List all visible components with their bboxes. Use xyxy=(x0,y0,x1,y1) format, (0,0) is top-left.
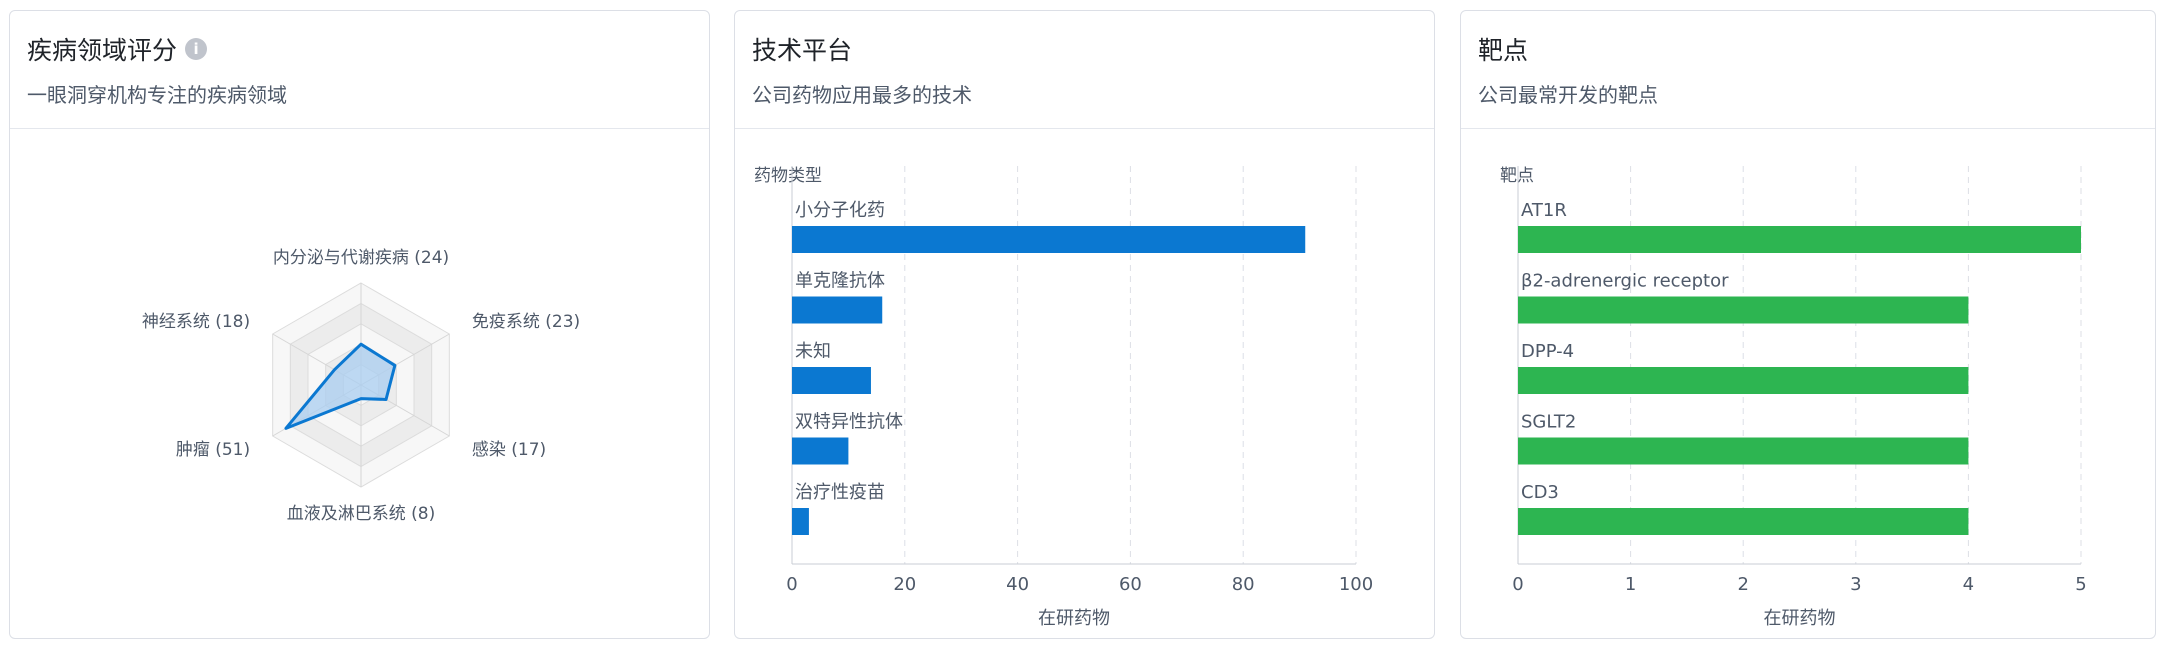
category-label: 治疗性疫苗 xyxy=(795,482,885,503)
category-label: 未知 xyxy=(795,341,831,362)
category-label: DPP-4 xyxy=(1521,341,1574,362)
info-icon[interactable]: i xyxy=(185,38,208,60)
x-axis-title: 在研药物 xyxy=(1038,608,1110,629)
x-tick-label: 40 xyxy=(1006,574,1029,595)
x-tick-label: 1 xyxy=(1625,574,1636,595)
card-subtitle: 一眼洞穿机构专注的疾病领域 xyxy=(27,83,287,107)
x-tick-label: 3 xyxy=(1850,574,1861,595)
category-label: β2-adrenergic receptor xyxy=(1521,271,1729,292)
category-label: CD3 xyxy=(1521,482,1559,503)
category-label: 单克隆抗体 xyxy=(795,271,885,292)
radar-axis-label: 肿瘤 (51) xyxy=(176,440,250,460)
x-tick-label: 80 xyxy=(1232,574,1255,595)
bar xyxy=(1518,508,1969,535)
x-axis-title: 在研药物 xyxy=(1764,608,1836,629)
radar-axis-label: 血液及淋巴系统 (8) xyxy=(287,504,435,524)
y-axis-title: 靶点 xyxy=(1500,166,1534,186)
radar-chart: 内分泌与代谢疾病 (24) 免疫系统 (23) 感染 (17) 血液及淋巴系统 (8)… xyxy=(142,248,580,524)
x-tick-label: 4 xyxy=(1963,574,1974,595)
bar xyxy=(792,508,809,535)
x-tick-label: 2 xyxy=(1737,574,1748,595)
tech-platform-card: 技术平台 公司药物应用最多的技术 药物类型 0 20 40 60 80 100 小分子化药单克… xyxy=(734,10,1435,639)
disease-area-card: 疾病领域评分 i 一眼洞穿机构专注的疾病领域 内分泌与代谢疾病 (24) 免疫系统… xyxy=(9,10,710,639)
category-label: 小分子化药 xyxy=(795,200,885,221)
target-bar-chart: 靶点 0 1 2 3 4 5 AT1R β2-adrenergic receptor DPP-4 S… xyxy=(1500,166,2087,629)
bar xyxy=(792,437,849,465)
x-tick-label: 100 xyxy=(1339,574,1373,595)
bar xyxy=(1518,226,2081,253)
x-tick-label: 20 xyxy=(893,574,916,595)
radar-axis-label: 免疫系统 (23) xyxy=(472,312,580,332)
card-header: 靶点 公司最常开发的靶点 xyxy=(1461,11,2155,129)
category-label: 双特异性抗体 xyxy=(795,412,903,433)
y-axis-title: 药物类型 xyxy=(754,166,822,186)
bar xyxy=(1518,296,1969,324)
bar xyxy=(792,296,883,324)
x-tick-label: 60 xyxy=(1119,574,1142,595)
bar xyxy=(1518,437,1969,465)
radar-axis-label: 内分泌与代谢疾病 (24) xyxy=(273,248,449,268)
bar xyxy=(1518,367,1969,394)
card-header: 疾病领域评分 i 一眼洞穿机构专注的疾病领域 xyxy=(10,11,709,129)
category-label: AT1R xyxy=(1521,200,1567,221)
x-tick-label: 5 xyxy=(2075,574,2086,595)
card-title: 技术平台 xyxy=(752,36,853,65)
card-title: 靶点 xyxy=(1478,36,1529,65)
target-card: 靶点 公司最常开发的靶点 靶点 0 1 2 3 4 5 AT1R β2-adrenergic r… xyxy=(1460,10,2156,639)
bar xyxy=(792,367,871,394)
bar xyxy=(792,226,1306,253)
card-subtitle: 公司最常开发的靶点 xyxy=(1478,83,1658,107)
card-subtitle: 公司药物应用最多的技术 xyxy=(752,83,972,107)
card-title: 疾病领域评分 xyxy=(27,36,178,65)
x-tick-label: 0 xyxy=(786,574,797,595)
radar-axis-label: 感染 (17) xyxy=(472,440,546,460)
radar-series-area xyxy=(284,342,397,430)
category-label: SGLT2 xyxy=(1521,412,1576,433)
drug-type-bar-chart: 药物类型 0 20 40 60 80 100 小分子化药单克隆抗体未知双特异性抗体治疗性疫苗在… xyxy=(754,166,1373,629)
card-header: 技术平台 公司药物应用最多的技术 xyxy=(735,11,1434,129)
radar-axis-label: 神经系统 (18) xyxy=(142,312,250,332)
x-tick-label: 0 xyxy=(1512,574,1523,595)
